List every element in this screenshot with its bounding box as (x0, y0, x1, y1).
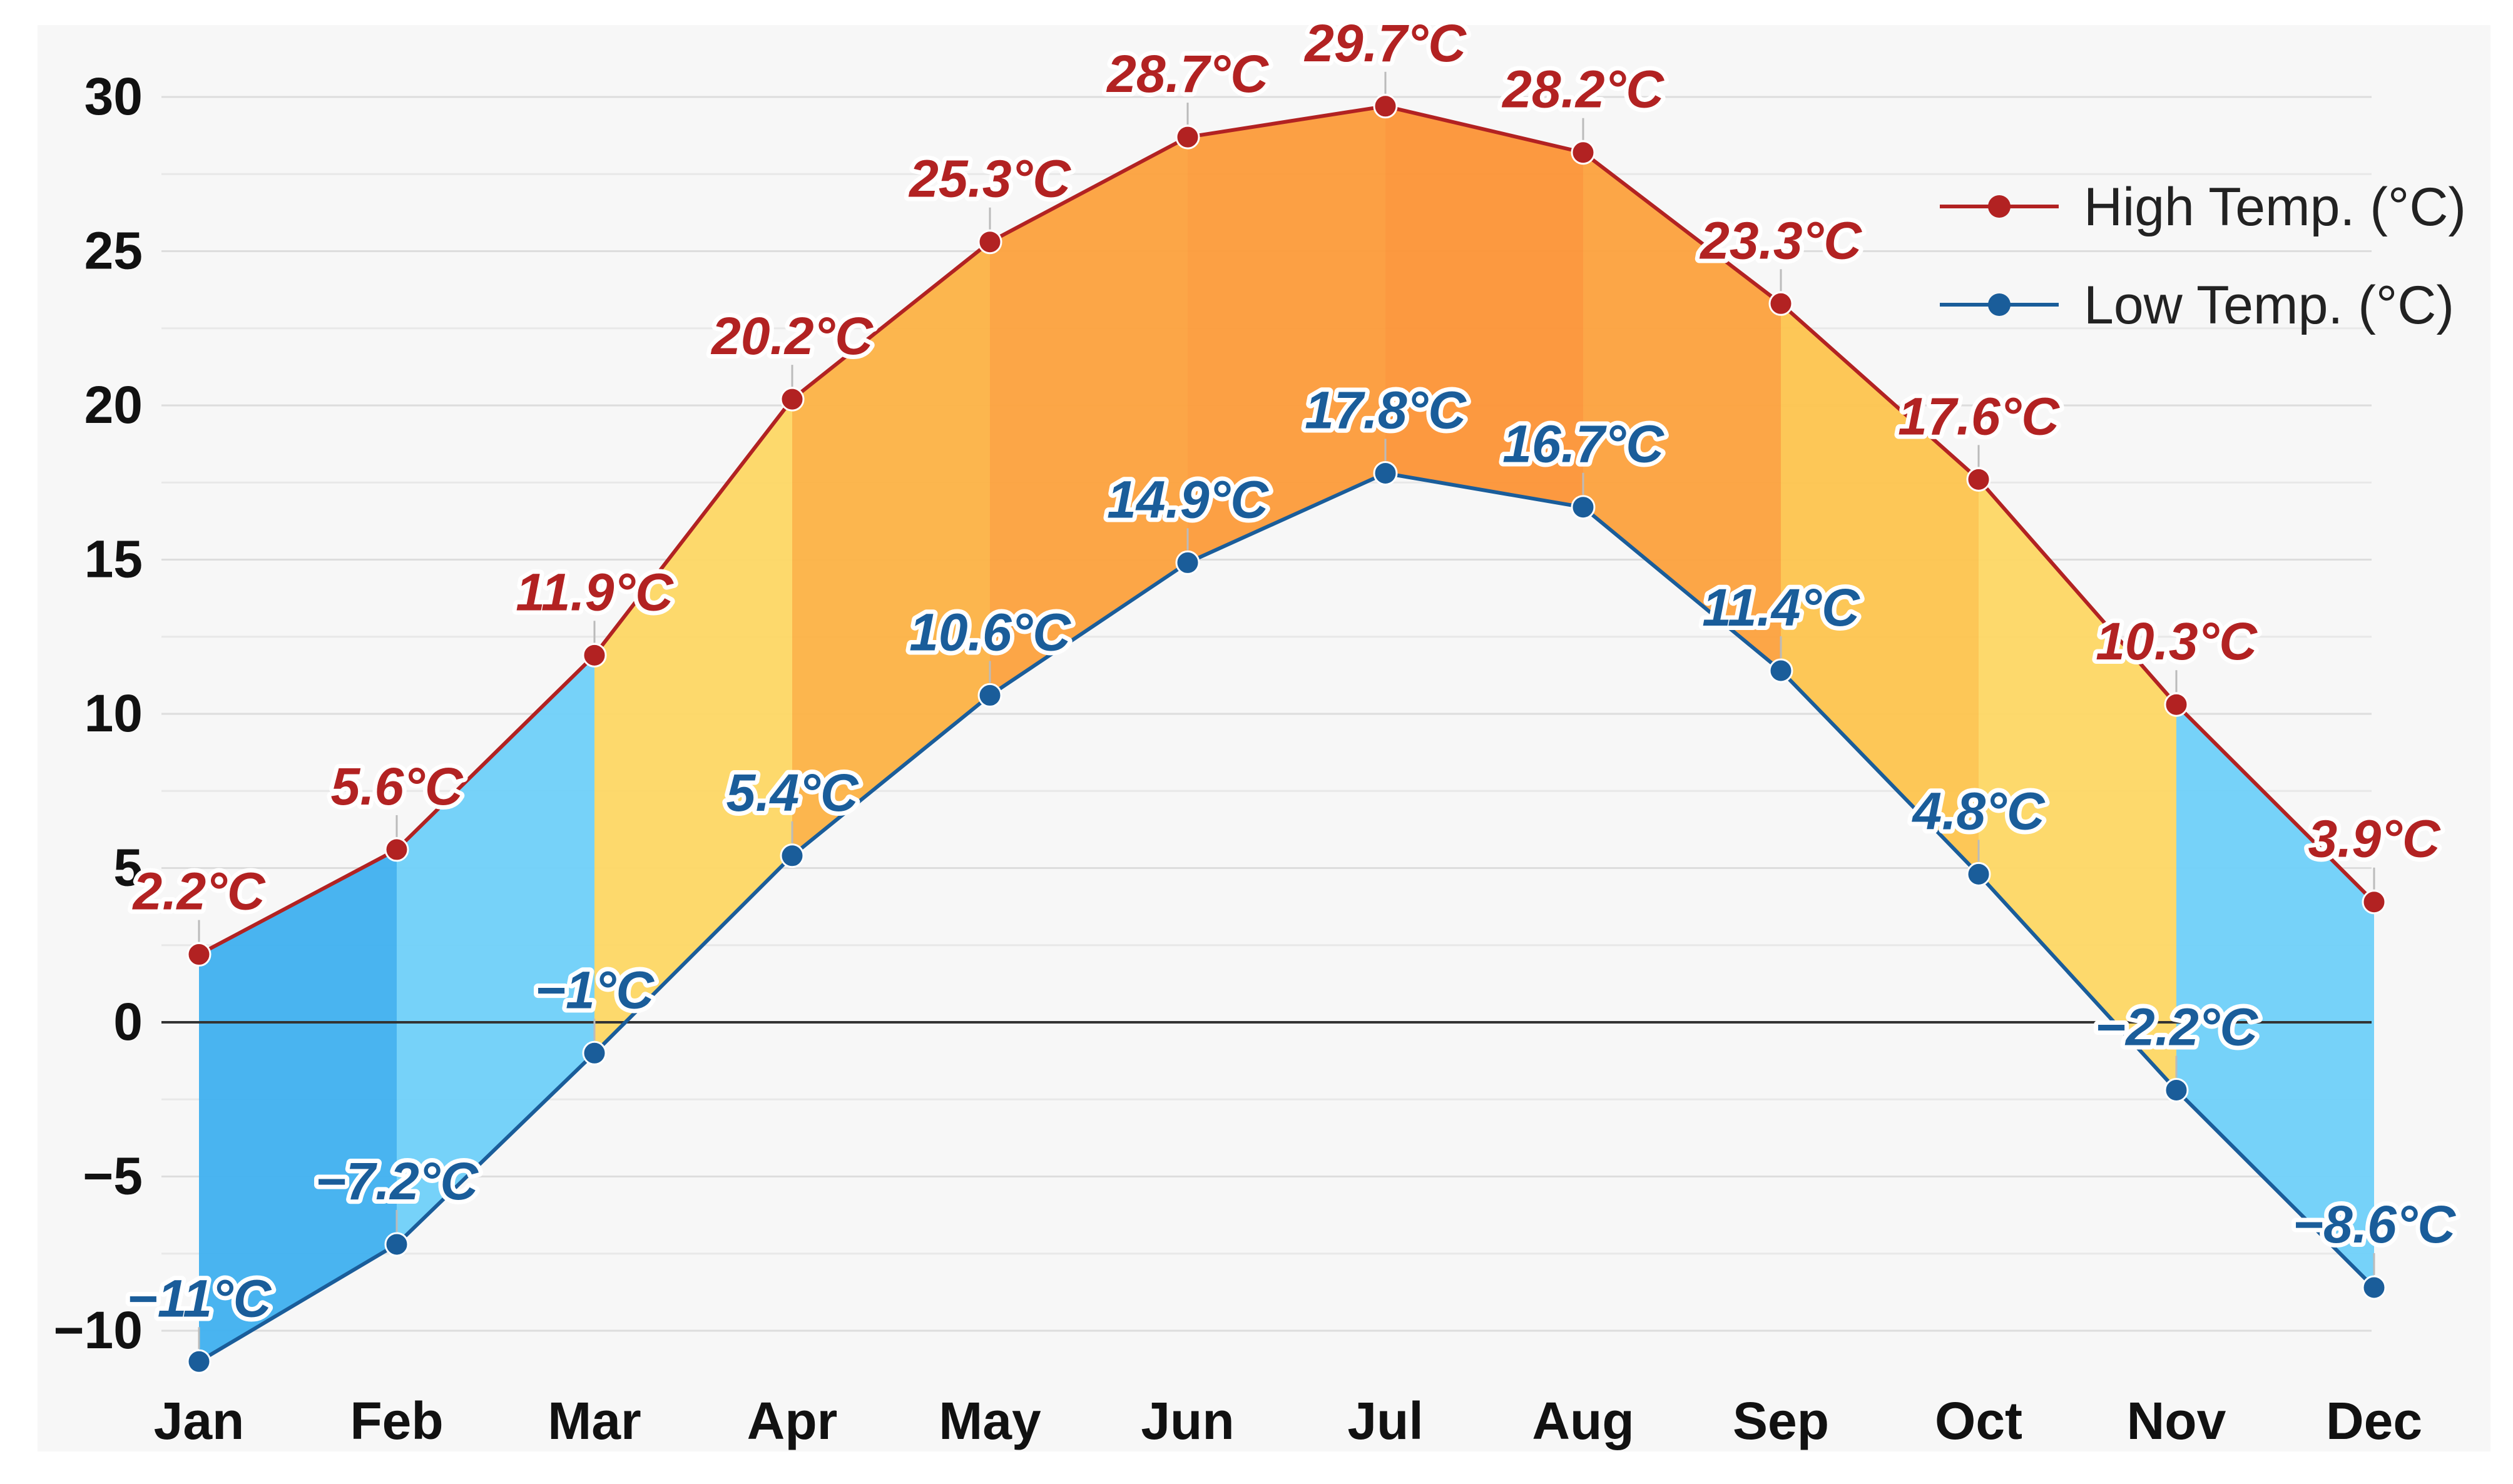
low-data-label: −8.6°C (2293, 1195, 2456, 1254)
x-tick-mar: Mar (548, 1391, 641, 1450)
band-aug (1583, 152, 1781, 671)
legend-low-marker (1988, 293, 2011, 316)
legend-high-marker (1988, 195, 2011, 218)
low-point-dec (2362, 1275, 2387, 1300)
low-data-label: −1°C (535, 960, 655, 1019)
y-tick-label: 10 (84, 684, 143, 743)
x-tick-jan: Jan (154, 1391, 245, 1450)
high-point-jun (1175, 125, 1200, 150)
y-tick-label: 25 (84, 221, 143, 280)
x-tick-feb: Feb (350, 1391, 443, 1450)
high-data-label: 23.3°C (1699, 211, 1862, 270)
high-point-feb (384, 837, 409, 862)
y-tick-label: 15 (84, 530, 143, 589)
x-tick-jun: Jun (1141, 1391, 1234, 1450)
band-oct (1979, 479, 2176, 1090)
low-data-label: 16.7°C (1502, 415, 1664, 474)
x-tick-apr: Apr (747, 1391, 838, 1450)
y-tick-label: 30 (84, 67, 143, 126)
high-point-apr (780, 387, 805, 412)
high-data-label: 25.3°C (908, 150, 1071, 208)
band-jan (199, 849, 397, 1362)
high-data-label: 28.7°C (1106, 44, 1269, 103)
high-data-label: 5.6°C (330, 757, 463, 816)
low-point-nov (2164, 1077, 2189, 1102)
x-tick-nov: Nov (2127, 1391, 2226, 1450)
low-data-label: 4.8°C (1911, 781, 2045, 840)
legend-high-label: High Temp. (°C) (2084, 177, 2466, 237)
y-tick-label: −10 (54, 1301, 143, 1359)
high-point-nov (2164, 692, 2189, 717)
low-data-label: 11.4°C (1702, 578, 1860, 637)
high-temp-line (198, 104, 2376, 957)
band-apr (792, 241, 990, 856)
low-data-label: −7.2°C (315, 1152, 479, 1211)
low-data-label: 14.9°C (1107, 470, 1269, 529)
high-point-oct (1966, 467, 1991, 492)
band-mar (594, 399, 792, 1054)
low-point-may (977, 683, 1002, 708)
high-data-label: 11.9°C (516, 562, 674, 621)
y-tick-label: −5 (83, 1147, 143, 1206)
band-jul (1385, 106, 1583, 507)
high-point-aug (1571, 140, 1596, 165)
high-data-label: 17.6°C (1898, 387, 2060, 445)
low-point-feb (384, 1232, 409, 1257)
high-data-label: 3.9°C (2308, 810, 2440, 868)
high-point-dec (2362, 890, 2387, 915)
band-nov (2176, 704, 2374, 1288)
x-tick-dec: Dec (2326, 1391, 2422, 1450)
y-tick-label: 0 (113, 992, 143, 1051)
x-tick-jul: Jul (1347, 1391, 1423, 1450)
high-point-jan (186, 942, 212, 967)
low-point-apr (780, 843, 805, 868)
low-point-jul (1373, 460, 1398, 485)
x-tick-may: May (939, 1391, 1041, 1450)
low-point-mar (582, 1040, 607, 1065)
low-data-label: 17.8°C (1305, 380, 1467, 439)
band-sep (1781, 303, 1979, 875)
low-data-label: −11°C (127, 1269, 272, 1328)
legend-low-label: Low Temp. (°C) (2084, 275, 2454, 335)
low-data-label: 10.6°C (909, 602, 1071, 661)
high-point-may (977, 230, 1002, 255)
high-data-label: 2.2°C (131, 862, 265, 921)
band-jun (1188, 106, 1385, 563)
x-tick-aug: Aug (1532, 1391, 1634, 1450)
high-data-label: 20.2°C (710, 307, 874, 365)
high-data-label: 28.2°C (1501, 60, 1664, 119)
high-data-label: 29.7°C (1303, 14, 1467, 73)
low-temp-line (198, 471, 2376, 1363)
high-data-label: 10.3°C (2096, 612, 2258, 671)
low-data-label: −2.2°C (2095, 997, 2258, 1056)
y-tick-label: 20 (84, 375, 143, 434)
low-data-label: 5.4°C (726, 763, 859, 822)
high-point-mar (582, 643, 607, 668)
x-tick-sep: Sep (1733, 1391, 1829, 1450)
low-point-jun (1175, 550, 1200, 575)
low-point-aug (1571, 495, 1596, 520)
band-may (990, 137, 1188, 696)
low-point-sep (1768, 658, 1793, 683)
low-point-oct (1966, 861, 1991, 887)
low-point-jan (186, 1349, 212, 1374)
high-point-jul (1373, 94, 1398, 119)
high-point-sep (1768, 291, 1793, 316)
y-tick-label: 5 (113, 838, 143, 897)
x-tick-oct: Oct (1935, 1391, 2022, 1450)
